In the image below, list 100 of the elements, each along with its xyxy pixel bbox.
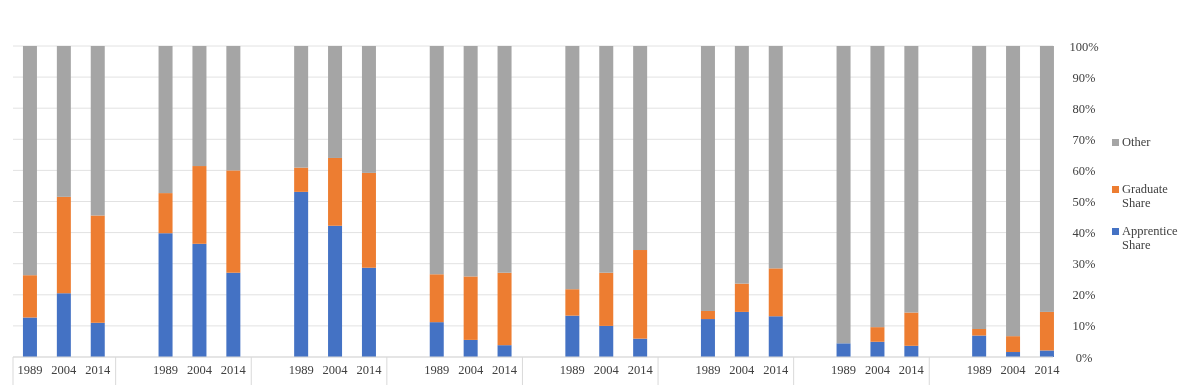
x-tick-label: 2014 (898, 363, 925, 377)
bar (734, 311, 749, 357)
x-tick-label: 2004 (729, 363, 756, 377)
bar (158, 193, 173, 234)
bar (972, 46, 987, 330)
bar (294, 191, 309, 357)
y-tick-label: 20% (1072, 288, 1096, 303)
bar (226, 46, 241, 171)
x-tick-label: 2014 (85, 363, 111, 377)
legend-label: Apprentice Share (1122, 224, 1178, 252)
legend-label: Other (1122, 135, 1152, 149)
bar (56, 196, 71, 294)
y-tick-label: 40% (1072, 226, 1096, 241)
bar (700, 319, 715, 357)
bar (497, 46, 512, 273)
bar (361, 46, 376, 173)
x-tick-label: 2014 (763, 363, 789, 377)
bar (972, 329, 987, 336)
bar (1006, 336, 1021, 353)
bar (463, 46, 478, 277)
x-tick-label: 1989 (424, 363, 450, 377)
x-tick-label: 2004 (186, 363, 213, 377)
bar (768, 268, 783, 317)
bar (565, 46, 580, 290)
bar (158, 46, 173, 194)
bar (633, 46, 648, 251)
bar (158, 233, 173, 357)
bar (972, 335, 987, 357)
bar (734, 46, 749, 284)
x-tick-label: 1989 (966, 363, 992, 377)
x-tick-label: 2004 (51, 363, 78, 377)
bar (599, 272, 614, 326)
bar (361, 172, 376, 268)
bar (90, 46, 105, 216)
x-tick-label: 1989 (153, 363, 179, 377)
bar (56, 46, 71, 197)
bar (1006, 46, 1021, 337)
x-tick-label: 1989 (17, 363, 43, 377)
x-tick-label: 2014 (220, 363, 247, 377)
x-tick-label: 1989 (288, 363, 314, 377)
bar (226, 272, 241, 357)
legend-label: Graduate Share (1122, 182, 1169, 210)
bar (565, 315, 580, 357)
bar (1039, 350, 1054, 357)
y-tick-label: 30% (1072, 257, 1096, 272)
y-tick-label: 50% (1072, 195, 1096, 209)
bar (22, 275, 37, 318)
x-tick-label: 2004 (322, 363, 349, 377)
bar (463, 276, 478, 340)
y-tick-label: 70% (1072, 132, 1096, 147)
bar (192, 166, 207, 244)
bar (633, 250, 648, 339)
bar (361, 267, 376, 357)
bar (192, 46, 207, 167)
bar (904, 312, 919, 346)
bar (836, 46, 851, 344)
bar (429, 322, 444, 357)
bar (90, 215, 105, 323)
x-tick-label: 1989 (559, 363, 585, 377)
bar (294, 46, 309, 168)
y-tick-label: 80% (1072, 101, 1096, 116)
bar (192, 243, 207, 357)
bar (1039, 46, 1054, 312)
x-tick-label: 2014 (356, 363, 383, 377)
bar (328, 157, 343, 226)
x-tick-label: 2014 (627, 363, 654, 377)
x-tick-label: 2004 (458, 363, 484, 377)
x-tick-label: 2004 (864, 363, 891, 377)
bar (700, 310, 715, 320)
bar (768, 46, 783, 269)
bar (463, 339, 478, 357)
bar (599, 46, 614, 273)
bar (22, 46, 37, 276)
bar (226, 170, 241, 273)
bar (56, 293, 71, 357)
bar (429, 46, 444, 275)
bar (294, 167, 309, 192)
bar (565, 289, 580, 316)
bar (599, 325, 614, 357)
x-tick-label: 2014 (1034, 363, 1061, 377)
y-tick-label: 60% (1072, 163, 1096, 178)
x-tick-label: 1989 (831, 363, 857, 377)
y-tick-label: 0% (1075, 350, 1093, 365)
bar (1039, 311, 1054, 351)
bar (328, 46, 343, 158)
bar (700, 46, 715, 311)
bar (328, 225, 343, 357)
bar (22, 317, 37, 357)
x-tick-label: 2014 (492, 363, 518, 377)
y-tick-label: 10% (1072, 319, 1096, 334)
bar (734, 283, 749, 312)
bar (870, 341, 885, 357)
bar (870, 46, 885, 328)
bar (429, 274, 444, 323)
y-tick-label: 100% (1069, 39, 1099, 54)
bar (870, 327, 885, 342)
x-tick-label: 2004 (1000, 363, 1027, 377)
bar (836, 343, 851, 357)
bar (633, 338, 648, 357)
bar (497, 345, 512, 357)
